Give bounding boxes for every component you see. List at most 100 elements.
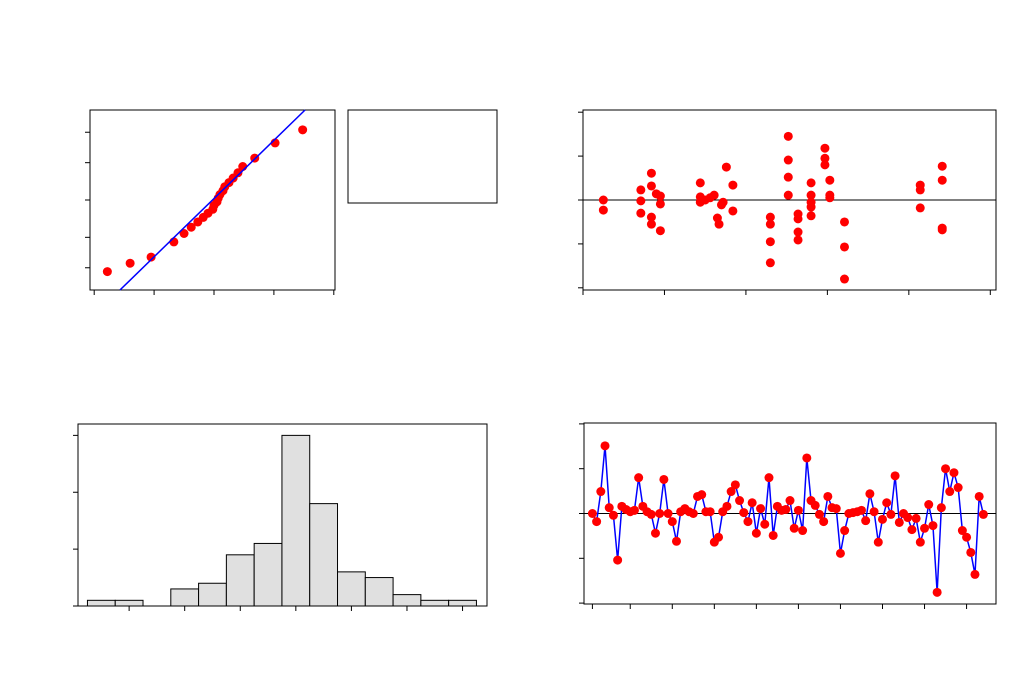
point xyxy=(810,500,820,510)
point xyxy=(146,252,156,262)
point xyxy=(646,509,656,519)
point xyxy=(890,471,900,481)
point xyxy=(820,153,830,163)
point xyxy=(802,453,812,463)
point xyxy=(932,587,942,597)
histogram-bar xyxy=(281,434,311,607)
point xyxy=(831,504,841,514)
fit-line xyxy=(119,109,306,291)
point xyxy=(646,168,656,178)
histogram-bar xyxy=(448,599,477,607)
legend-box xyxy=(347,109,498,204)
point xyxy=(705,507,715,517)
point xyxy=(937,175,947,185)
point xyxy=(592,517,602,527)
point xyxy=(764,473,774,483)
point xyxy=(125,258,135,268)
point xyxy=(233,168,243,178)
point xyxy=(941,464,951,474)
point xyxy=(650,528,660,538)
point xyxy=(920,523,930,533)
point xyxy=(726,487,736,497)
point xyxy=(907,525,917,535)
point xyxy=(915,537,925,547)
point xyxy=(783,155,793,165)
point xyxy=(886,509,896,519)
point xyxy=(806,178,816,188)
point xyxy=(598,195,608,205)
point xyxy=(798,526,808,536)
point xyxy=(756,504,766,514)
point xyxy=(903,513,913,523)
point xyxy=(714,219,724,229)
point xyxy=(945,487,955,497)
histogram-bar xyxy=(114,599,144,607)
point xyxy=(793,235,803,245)
point xyxy=(646,181,656,191)
point xyxy=(722,501,732,511)
point xyxy=(839,217,849,227)
point xyxy=(783,131,793,141)
point xyxy=(974,491,984,501)
point xyxy=(598,205,608,215)
point xyxy=(600,441,610,451)
point xyxy=(978,509,988,519)
point xyxy=(806,211,816,221)
point xyxy=(865,489,875,499)
point xyxy=(894,517,904,527)
point xyxy=(820,143,830,153)
histogram-bar xyxy=(86,599,116,607)
point xyxy=(765,212,775,222)
point xyxy=(655,509,665,518)
point xyxy=(659,474,669,484)
point xyxy=(806,202,816,212)
point xyxy=(825,193,835,203)
point xyxy=(856,505,866,515)
histogram-bar xyxy=(225,554,255,607)
histogram-bar xyxy=(198,582,227,607)
point xyxy=(629,505,639,515)
point xyxy=(783,190,793,200)
point xyxy=(970,569,980,579)
point xyxy=(806,190,816,200)
point xyxy=(709,190,719,200)
point xyxy=(646,219,656,229)
point xyxy=(634,473,644,483)
point xyxy=(636,185,646,195)
point xyxy=(877,514,887,524)
point xyxy=(671,536,681,546)
point xyxy=(718,197,728,207)
point xyxy=(728,206,738,216)
point xyxy=(730,480,740,490)
point xyxy=(953,483,963,493)
point xyxy=(688,509,698,518)
point xyxy=(747,498,757,508)
point xyxy=(655,199,665,209)
point xyxy=(655,226,665,236)
point xyxy=(835,548,845,558)
point xyxy=(861,516,871,526)
point xyxy=(768,530,778,540)
point xyxy=(915,203,925,213)
point xyxy=(962,532,972,542)
point xyxy=(781,504,791,514)
point xyxy=(793,214,803,224)
point xyxy=(743,517,753,527)
point xyxy=(179,229,189,239)
point xyxy=(823,491,833,501)
point xyxy=(728,180,738,190)
histogram-bar xyxy=(253,542,283,607)
histogram-bar xyxy=(170,588,200,607)
point xyxy=(882,498,892,508)
point xyxy=(924,500,934,510)
point xyxy=(655,191,665,201)
point xyxy=(819,517,829,527)
point xyxy=(915,185,925,195)
point xyxy=(765,258,775,268)
histogram-bar xyxy=(364,577,394,607)
point xyxy=(765,237,775,247)
point xyxy=(873,537,883,547)
point xyxy=(789,523,799,533)
point xyxy=(169,237,179,247)
point xyxy=(695,178,705,188)
